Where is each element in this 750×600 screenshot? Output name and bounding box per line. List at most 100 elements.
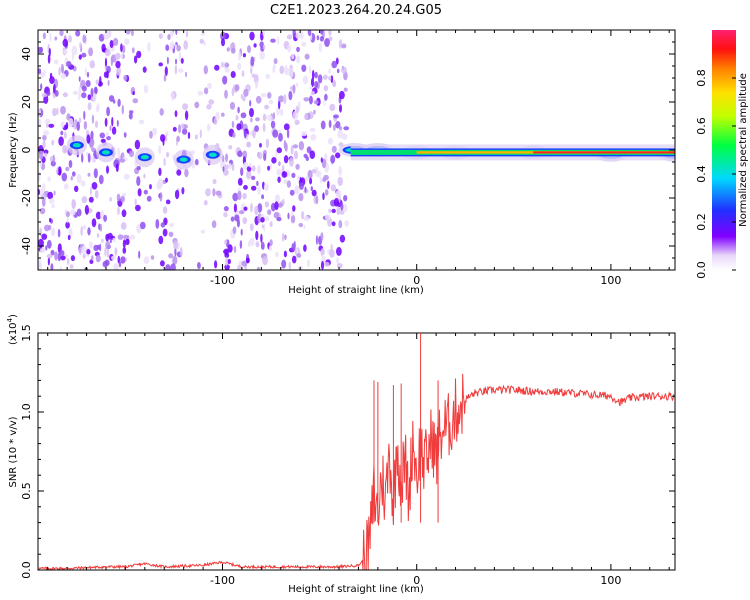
heatmap-speckle [85, 80, 91, 87]
heatmap-speckle [158, 167, 162, 176]
heatmap-speckle [65, 221, 70, 229]
x-tick-label: 0 [413, 274, 420, 287]
ridge-inner [208, 152, 217, 157]
heatmap-speckle [305, 156, 309, 162]
heatmap-speckle [58, 66, 61, 76]
heatmap-speckle [95, 254, 101, 263]
heatmap-speckle [245, 257, 250, 264]
heatmap-speckle [122, 247, 127, 254]
heatmap-speckle [43, 149, 49, 155]
heatmap-speckle [291, 255, 297, 264]
heatmap-speckle [99, 224, 103, 232]
heatmap-speckle [42, 134, 47, 141]
heatmap-speckle [81, 196, 88, 204]
heatmap-speckle [298, 182, 304, 190]
heatmap-speckle [270, 38, 276, 43]
heatmap-speckle [66, 61, 72, 68]
heatmap-speckle [181, 187, 185, 195]
heatmap-speckle [89, 241, 93, 249]
heatmap-speckle [69, 264, 74, 269]
heatmap-speckle [340, 202, 344, 211]
heatmap-speckle [328, 120, 332, 128]
heatmap-speckle [49, 32, 52, 42]
heatmap-speckle [337, 176, 344, 186]
heatmap-speckle [81, 52, 87, 58]
heatmap-speckle [278, 95, 284, 103]
heatmap-speckle [291, 243, 295, 252]
heatmap-speckle [236, 123, 242, 131]
heatmap-speckle [120, 256, 126, 264]
heatmap-speckle [164, 66, 168, 77]
heatmap-speckle [336, 246, 342, 256]
heatmap-speckle [38, 238, 44, 248]
heatmap-speckle [87, 172, 91, 177]
heatmap-speckle [328, 208, 332, 213]
heatmap-speckle [134, 198, 137, 207]
heatmap-speckle [259, 41, 265, 48]
heatmap-speckle [309, 127, 316, 132]
heatmap-speckle [311, 189, 317, 197]
heatmap-speckle [260, 217, 265, 223]
heatmap-speckle [336, 206, 341, 216]
heatmap-speckle [184, 110, 189, 121]
bottom-x-axis-label: Height of straight line (km) [288, 584, 424, 595]
heatmap-speckle [168, 231, 174, 237]
heatmap-speckle [319, 36, 325, 42]
heatmap-speckle [178, 68, 184, 73]
heatmap-speckle [117, 206, 120, 216]
heatmap-speckle [303, 224, 306, 230]
heatmap-speckle [214, 64, 220, 71]
y-tick-label: 1.5 [20, 324, 33, 342]
heatmap-speckle [149, 130, 153, 139]
heatmap-speckle [116, 193, 121, 202]
heatmap-speckle [162, 206, 168, 214]
heatmap-speckle [84, 204, 89, 215]
heatmap-speckle [338, 220, 343, 229]
colorbar-tick-label: 0.0 [695, 261, 708, 279]
heatmap-speckle [294, 185, 298, 193]
ridge-inner [101, 150, 110, 155]
heatmap-speckle [66, 216, 69, 224]
heatmap-speckle [237, 62, 242, 71]
heatmap-speckle [329, 103, 336, 112]
heatmap-speckle [203, 41, 206, 46]
chart-title: C2E1.2023.264.20.24.G05 [270, 3, 442, 18]
heatmap-speckle [223, 212, 228, 218]
heatmap-speckle [116, 66, 121, 76]
heatmap-speckle [237, 190, 242, 201]
heatmap-speckle [104, 117, 108, 127]
heatmap-speckle [283, 178, 288, 185]
heatmap-speckle [223, 164, 230, 170]
heatmap-speckle [48, 123, 55, 128]
heatmap-speckle [80, 226, 83, 236]
heatmap-speckle [297, 175, 300, 182]
heatmap-speckle [136, 176, 141, 187]
heatmap-speckle [309, 65, 312, 74]
heatmap-speckle [194, 101, 200, 109]
heatmap-speckle [61, 73, 67, 79]
heatmap-speckle [284, 234, 287, 241]
heatmap-speckle [38, 261, 43, 270]
heatmap-speckle [117, 98, 121, 107]
heatmap-speckle [109, 237, 112, 244]
heatmap-speckle [331, 60, 338, 69]
heatmap-speckle [254, 205, 259, 216]
heatmap-speckle [287, 44, 292, 53]
heatmap-speckle [215, 111, 220, 121]
heatmap-speckle [101, 43, 106, 53]
heatmap-speckle [87, 227, 91, 236]
heatmap-speckle [302, 75, 309, 85]
heatmap-speckle [103, 214, 107, 222]
heatmap-speckle [222, 75, 228, 85]
heatmap-speckle [113, 263, 119, 270]
heatmap-speckle [132, 98, 139, 104]
heatmap-speckle [40, 162, 46, 171]
heatmap-speckle [333, 124, 336, 131]
ridge-inner [140, 155, 149, 160]
heatmap-speckle [278, 132, 283, 142]
heatmap-speckle [292, 144, 298, 149]
heatmap-speckle [273, 58, 278, 65]
heatmap-speckle [283, 155, 289, 164]
heatmap-speckle [313, 100, 319, 105]
